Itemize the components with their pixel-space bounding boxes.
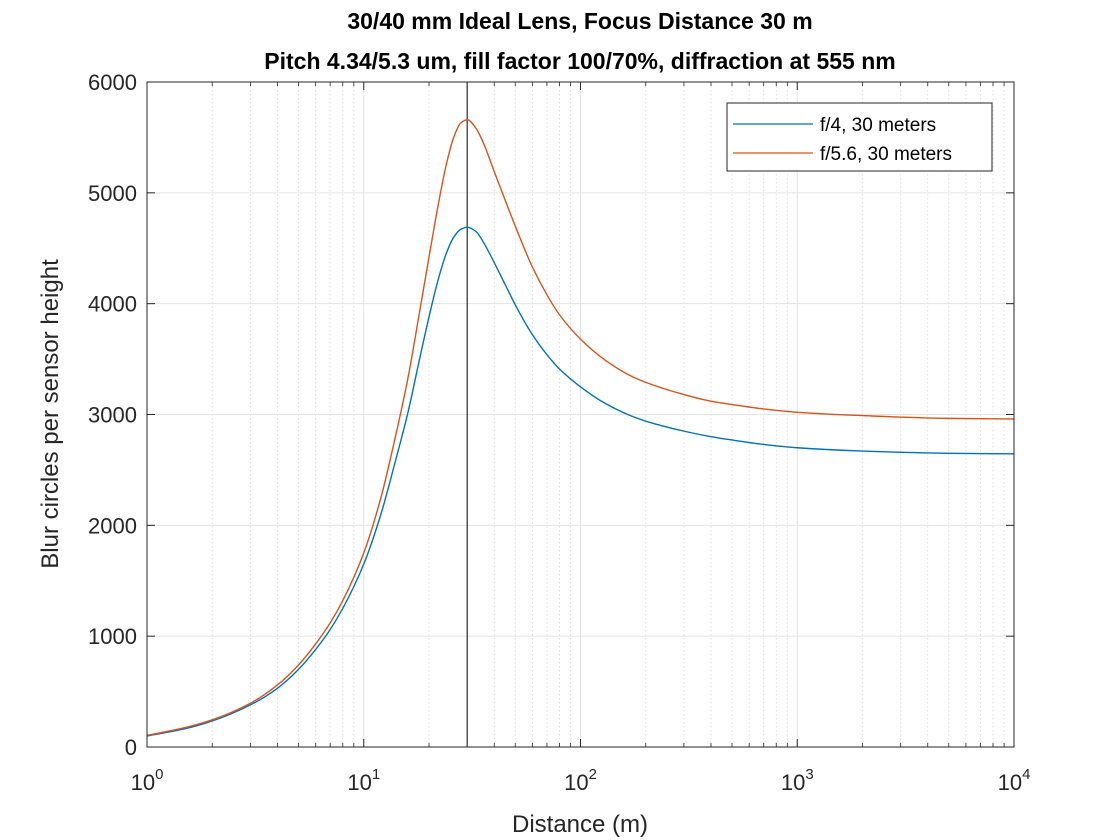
legend-label-f4: f/4, 30 meters (820, 115, 936, 136)
x-tick-label: 103 (781, 766, 814, 795)
legend-label-f56: f/5.6, 30 meters (820, 144, 952, 165)
y-tick-label: 2000 (88, 513, 137, 538)
y-tick-label: 3000 (88, 403, 137, 428)
x-axis-label: Distance (m) (512, 811, 648, 838)
legend-box (726, 102, 993, 172)
y-axis-label: Blur circles per sensor height (37, 259, 64, 569)
y-tick-label: 6000 (88, 70, 137, 95)
x-tick-label: 102 (564, 766, 597, 795)
y-tick-label: 0 (125, 735, 137, 760)
y-tick-label: 4000 (88, 292, 137, 317)
y-tick-label: 5000 (88, 181, 137, 206)
y-tick-label: 1000 (88, 624, 137, 649)
legend: f/4, 30 meters f/5.6, 30 meters (726, 102, 993, 172)
x-tick-label: 100 (131, 766, 164, 795)
series-line-1 (146, 118, 1015, 737)
x-tick-label: 101 (347, 766, 380, 795)
x-tick-labels: 100 101 102 103 104 (131, 766, 1031, 795)
chart-title-line-1: 30/40 mm Ideal Lens, Focus Distance 30 m (347, 8, 812, 34)
chart-title-line-2: Pitch 4.34/5.3 um, fill factor 100/70%, … (264, 48, 895, 74)
series-line-0 (146, 226, 1015, 737)
tick-marks (146, 81, 1015, 748)
series-layer (146, 118, 1015, 737)
x-tick-label: 104 (998, 766, 1031, 795)
y-tick-labels: 0 1000 2000 3000 4000 5000 6000 (88, 70, 137, 760)
